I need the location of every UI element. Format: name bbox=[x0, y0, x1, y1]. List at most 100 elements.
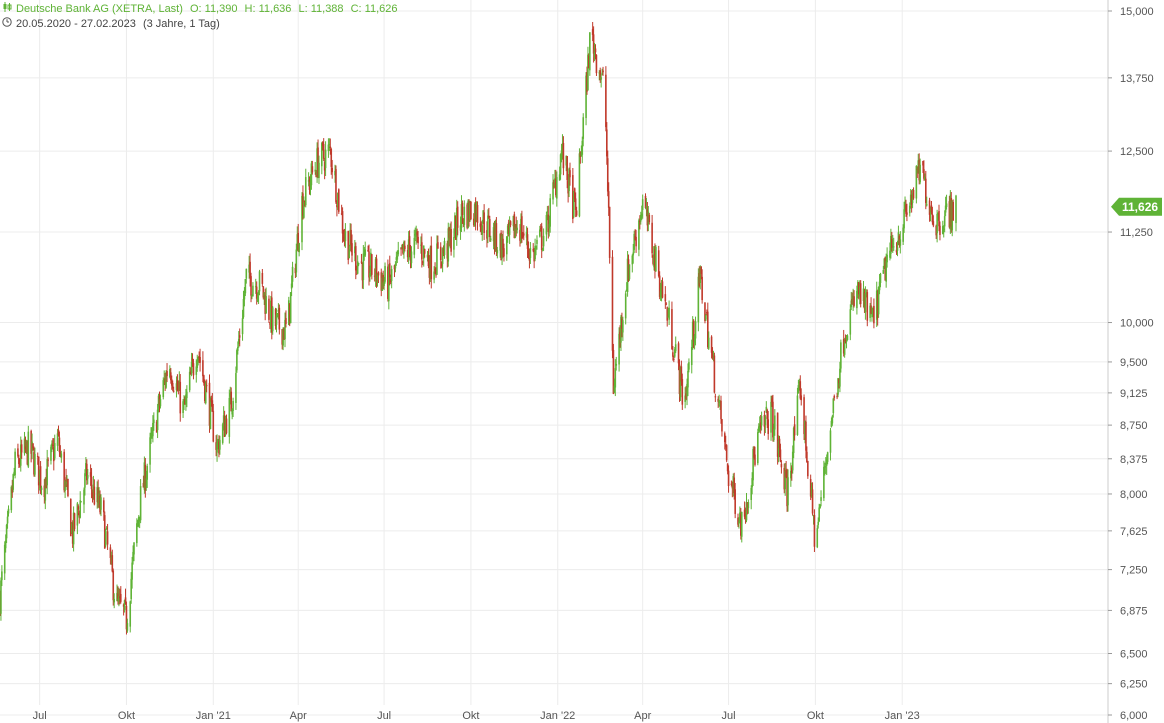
candle bbox=[784, 462, 786, 496]
candle bbox=[242, 290, 245, 319]
candle bbox=[463, 200, 466, 232]
candle bbox=[706, 309, 708, 316]
candle bbox=[850, 291, 853, 311]
candle bbox=[31, 433, 33, 460]
candle bbox=[235, 366, 237, 410]
x-tick-label: Okt bbox=[462, 710, 479, 722]
candle bbox=[103, 511, 106, 549]
candle bbox=[199, 348, 201, 372]
candle bbox=[335, 165, 337, 204]
y-tick-label: 8,375 bbox=[1120, 454, 1148, 466]
candle bbox=[245, 268, 248, 284]
candle bbox=[687, 363, 689, 397]
candle bbox=[743, 501, 746, 520]
candle bbox=[237, 341, 239, 355]
candle bbox=[673, 347, 676, 358]
candle bbox=[599, 67, 602, 83]
ohlc-open: O: 11,390 bbox=[189, 3, 238, 15]
candle bbox=[203, 379, 206, 404]
candle bbox=[805, 415, 807, 459]
x-axis: Jul Okt Jan '21 Apr Jul Okt Jan '22 Apr Jul Okt Ja… bbox=[33, 710, 920, 722]
candle bbox=[26, 440, 29, 466]
candle bbox=[453, 228, 455, 258]
candle bbox=[84, 469, 86, 496]
candle bbox=[216, 434, 218, 462]
candle bbox=[876, 289, 879, 326]
candle bbox=[562, 136, 565, 176]
candle bbox=[664, 286, 667, 309]
candle bbox=[257, 290, 260, 305]
candle bbox=[758, 416, 761, 433]
candle bbox=[889, 242, 891, 261]
candle bbox=[434, 262, 436, 274]
candle bbox=[112, 568, 115, 606]
candle bbox=[182, 399, 184, 418]
candle bbox=[268, 295, 270, 323]
candle bbox=[717, 396, 719, 408]
candle bbox=[858, 280, 861, 305]
candle bbox=[512, 215, 515, 231]
candle bbox=[421, 233, 423, 268]
candle bbox=[59, 445, 62, 458]
candle bbox=[172, 386, 175, 393]
candle bbox=[875, 281, 878, 327]
y-tick-label: 6,250 bbox=[1120, 679, 1148, 691]
candle bbox=[265, 287, 267, 314]
candle bbox=[871, 306, 873, 322]
candle bbox=[110, 551, 113, 565]
candle bbox=[113, 593, 115, 609]
candle bbox=[24, 436, 27, 453]
candle bbox=[890, 228, 892, 259]
candle bbox=[809, 474, 812, 501]
candle bbox=[941, 220, 944, 235]
candle bbox=[407, 231, 410, 264]
candle bbox=[244, 278, 247, 297]
candle bbox=[760, 411, 763, 431]
candle bbox=[632, 243, 635, 264]
chart-grid bbox=[0, 0, 1108, 716]
candle bbox=[415, 225, 417, 245]
candle bbox=[368, 244, 370, 286]
candle bbox=[903, 201, 905, 233]
candle bbox=[725, 444, 728, 463]
candle bbox=[852, 288, 854, 311]
candle bbox=[806, 446, 808, 463]
candle bbox=[740, 507, 742, 540]
candle bbox=[718, 394, 720, 407]
candle bbox=[363, 246, 366, 261]
candle bbox=[79, 491, 82, 519]
candle bbox=[252, 282, 254, 297]
candle bbox=[601, 68, 603, 76]
candle bbox=[337, 188, 340, 214]
candle bbox=[23, 431, 26, 456]
candle bbox=[587, 46, 589, 91]
candle bbox=[124, 588, 127, 605]
candle bbox=[554, 169, 556, 188]
candle bbox=[396, 250, 399, 264]
candle bbox=[380, 268, 383, 297]
candle bbox=[918, 153, 920, 185]
candle bbox=[369, 265, 371, 282]
candle bbox=[130, 572, 132, 604]
candle bbox=[137, 515, 140, 528]
candle bbox=[863, 288, 866, 313]
candle bbox=[51, 440, 53, 453]
candle bbox=[519, 224, 521, 247]
candle bbox=[78, 510, 81, 524]
candle bbox=[354, 239, 356, 262]
candle bbox=[553, 179, 555, 189]
candle bbox=[830, 417, 833, 428]
candle bbox=[255, 281, 258, 305]
candle bbox=[754, 446, 756, 467]
candle bbox=[37, 456, 40, 494]
candle bbox=[204, 381, 207, 405]
candle bbox=[39, 461, 42, 495]
candle bbox=[440, 261, 443, 269]
candle bbox=[592, 26, 595, 63]
candle bbox=[348, 244, 350, 259]
candle bbox=[694, 316, 697, 346]
candle bbox=[316, 142, 318, 183]
candle bbox=[522, 231, 524, 239]
x-tick-label: Okt bbox=[118, 710, 135, 722]
